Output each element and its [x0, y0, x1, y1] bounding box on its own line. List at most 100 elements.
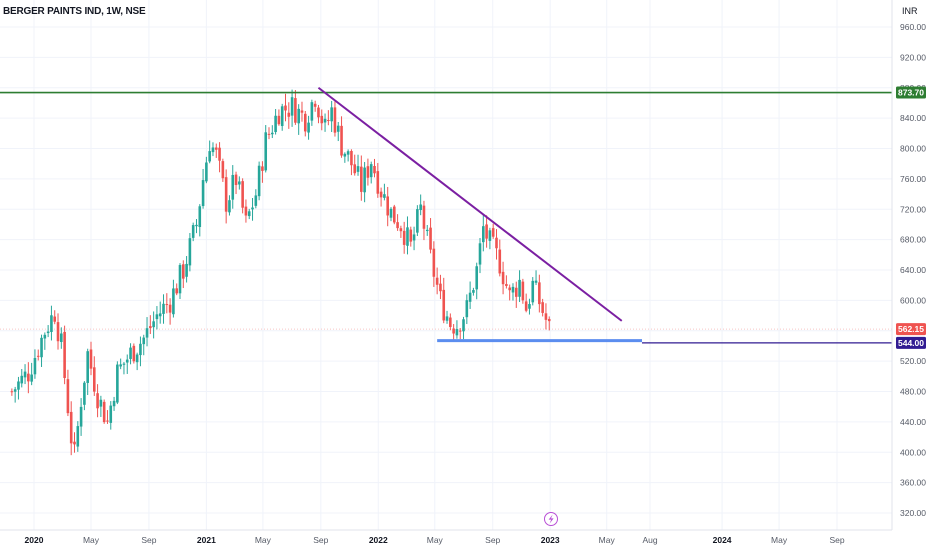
candle-body: [267, 133, 271, 135]
candle-body: [261, 166, 264, 171]
candle-body: [20, 375, 24, 384]
candle-body: [27, 373, 30, 382]
time-tick-label: Aug: [642, 535, 657, 545]
candle-body: [538, 282, 541, 305]
candle-body: [168, 304, 172, 313]
candle-body: [399, 228, 403, 232]
candle-body: [241, 181, 244, 208]
time-tick-label: 2021: [197, 535, 216, 545]
events-marker[interactable]: [544, 512, 558, 526]
candle-body: [356, 166, 360, 172]
price-tick-label: 480.00: [900, 387, 926, 397]
candle-body: [422, 205, 426, 229]
candle-body: [201, 180, 205, 207]
candle-body: [363, 167, 366, 193]
candle-body: [419, 204, 422, 211]
candle-body: [60, 333, 63, 343]
candle-body: [412, 234, 416, 241]
candle-body: [145, 328, 149, 338]
candle-body: [122, 363, 126, 365]
candle-body: [429, 227, 432, 250]
candle-body: [208, 151, 211, 162]
candle-body: [89, 349, 93, 369]
candle-body: [462, 319, 465, 332]
candle-body: [475, 266, 479, 290]
descending-trendline[interactable]: [317, 86, 623, 322]
time-tick-label: May: [599, 535, 616, 545]
candle-body: [162, 303, 165, 314]
candle-body: [432, 248, 436, 277]
candle-body: [518, 279, 521, 297]
candle-body: [33, 358, 37, 375]
candle-body: [472, 290, 475, 293]
time-axis[interactable]: 2020 May Sep 2021 May Sep 2022 May Sep 2023 May Aug…: [0, 529, 892, 545]
candle-body: [425, 229, 429, 232]
price-tick-label: 640.00: [900, 265, 926, 275]
candle-body: [46, 331, 50, 334]
candle-body: [485, 224, 488, 239]
candle-body: [366, 166, 370, 178]
candle-body: [521, 281, 525, 301]
candle-body: [102, 401, 106, 423]
candle-body: [254, 195, 258, 206]
price-label-tag: [896, 86, 926, 99]
time-tick-label: 2023: [541, 535, 560, 545]
candlestick-series: [10, 89, 551, 456]
candle-body: [369, 164, 373, 178]
drawing-tools[interactable]: [0, 86, 892, 344]
candle-body: [547, 318, 551, 322]
candle-body: [10, 391, 14, 393]
price-label-text: 544.00: [898, 338, 924, 348]
candle-body: [435, 277, 439, 285]
price-tick-label: 840.00: [900, 113, 926, 123]
price-tick-label: 600.00: [900, 295, 926, 305]
candle-body: [455, 329, 459, 336]
candle-body: [271, 132, 274, 135]
candle-body: [386, 196, 389, 216]
price-tick-label: 680.00: [900, 235, 926, 245]
price-axis[interactable]: 320.00 360.00 400.00 440.00 480.00 520.00 600.…: [891, 0, 926, 530]
candle-body: [50, 315, 53, 333]
candle-body: [76, 426, 80, 447]
candle-body: [228, 200, 231, 213]
candle-body: [149, 326, 152, 329]
candle-body: [274, 115, 277, 133]
price-label-tag: [896, 336, 926, 349]
candle-body: [396, 222, 399, 229]
price-label-tag: [896, 323, 926, 336]
time-tick-label: Sep: [313, 535, 328, 545]
candle-body: [514, 287, 518, 297]
candle-body: [191, 225, 195, 238]
candle-body: [445, 316, 449, 321]
time-tick-label: May: [255, 535, 272, 545]
time-tick-label: Sep: [485, 535, 500, 545]
candle-body: [221, 161, 225, 179]
candle-body: [195, 224, 198, 227]
candle-body: [96, 393, 99, 409]
candle-body: [188, 238, 192, 266]
candle-body: [498, 249, 502, 274]
candle-body: [482, 226, 485, 243]
price-tick-label: 520.00: [900, 356, 926, 366]
candle-body: [508, 287, 511, 291]
candle-body: [139, 343, 142, 356]
candle-body: [327, 119, 330, 121]
candle-body: [505, 284, 508, 286]
lightning-icon: [548, 514, 554, 524]
price-tick-label: 920.00: [900, 52, 926, 62]
candle-body: [277, 115, 281, 125]
candle-body: [36, 355, 40, 357]
candle-body: [284, 105, 287, 111]
candle-body: [119, 364, 122, 367]
candle-body: [165, 304, 169, 306]
candle-body: [17, 381, 20, 390]
candle-body: [478, 243, 482, 265]
candle-body: [40, 337, 43, 358]
candle-body: [92, 367, 96, 392]
candle-body: [307, 122, 310, 133]
candle-body: [63, 331, 66, 378]
candle-body: [488, 230, 492, 241]
time-tick-label: Sep: [829, 535, 844, 545]
candle-body: [416, 209, 419, 233]
